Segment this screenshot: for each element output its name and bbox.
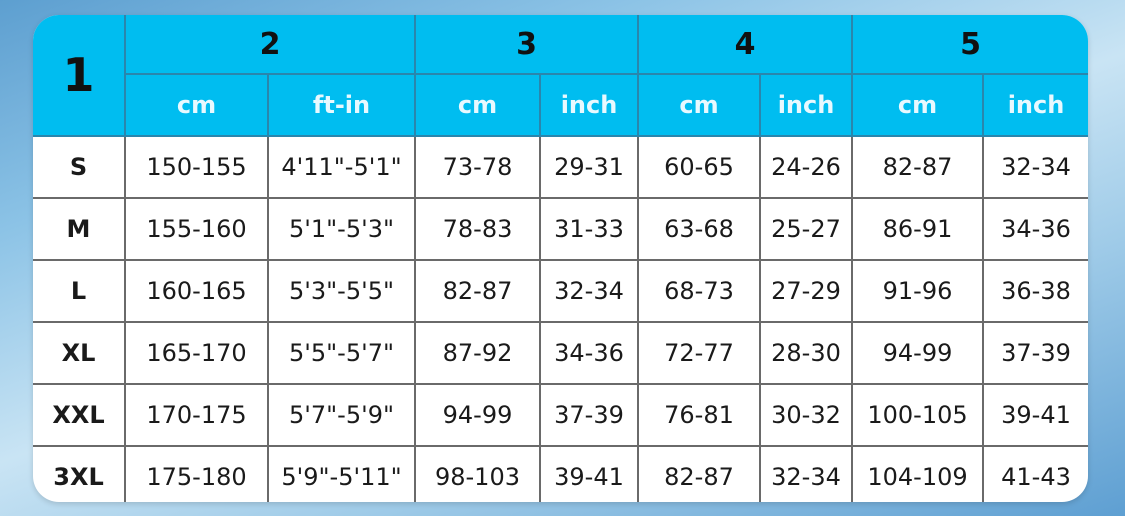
table-cell: 94-99 [414, 383, 541, 447]
table-cell: 82-87 [851, 135, 984, 199]
table-cell: 29-31 [539, 135, 639, 199]
table-cell: 68-73 [637, 259, 761, 323]
unit-header: inch [539, 73, 639, 137]
table-cell: 86-91 [851, 197, 984, 261]
table-cell: 94-99 [851, 321, 984, 385]
table-cell: 104-109 [851, 445, 984, 502]
table-cell: 31-33 [539, 197, 639, 261]
table-row: M 155-160 5'1"-5'3" 78-83 31-33 63-68 25-27 86-… [33, 197, 1088, 261]
table-row: L 160-165 5'3"-5'5" 82-87 32-34 68-73 27-29 91-… [33, 259, 1088, 323]
unit-header: cm [637, 73, 761, 137]
unit-header: inch [759, 73, 853, 137]
unit-header: cm [125, 73, 269, 137]
table-cell: 100-105 [851, 383, 984, 447]
size-table: 1 2 3 4 5 cm ft-in cm inch cm inch cm inch S 150… [33, 15, 1088, 502]
table-cell: 39-41 [982, 383, 1088, 447]
table-row: S 150-155 4'11"-5'1" 73-78 29-31 60-65 24-26 82… [33, 135, 1088, 199]
table-cell: 30-32 [759, 383, 853, 447]
table-row: XXL 170-175 5'7"-5'9" 94-99 37-39 76-81 30-32 1… [33, 383, 1088, 447]
unit-header: cm [414, 73, 541, 137]
group-header: 4 [637, 15, 853, 75]
size-chart: 1 2 3 4 5 cm ft-in cm inch cm inch cm inch S 150… [33, 15, 1088, 502]
table-cell: 170-175 [124, 383, 269, 447]
group-header: 2 [124, 15, 416, 75]
unit-header: ft-in [267, 73, 416, 137]
corner-header: 1 [33, 15, 126, 137]
table-cell: 165-170 [124, 321, 269, 385]
table-cell: 73-78 [414, 135, 541, 199]
size-label: 3XL [33, 445, 126, 502]
table-cell: 155-160 [124, 197, 269, 261]
table-cell: 34-36 [982, 197, 1088, 261]
table-cell: 160-165 [124, 259, 269, 323]
table-cell: 87-92 [414, 321, 541, 385]
table-cell: 72-77 [637, 321, 761, 385]
table-cell: 5'3"-5'5" [267, 259, 416, 323]
table-cell: 32-34 [982, 135, 1088, 199]
table-cell: 25-27 [759, 197, 853, 261]
size-label: M [33, 197, 126, 261]
unit-header: inch [982, 73, 1088, 137]
table-cell: 27-29 [759, 259, 853, 323]
table-cell: 32-34 [759, 445, 853, 502]
table-cell: 91-96 [851, 259, 984, 323]
table-cell: 63-68 [637, 197, 761, 261]
table-cell: 4'11"-5'1" [267, 135, 416, 199]
table-cell: 37-39 [982, 321, 1088, 385]
table-cell: 36-38 [982, 259, 1088, 323]
group-header-row: 1 2 3 4 5 [33, 15, 1088, 137]
table-cell: 82-87 [414, 259, 541, 323]
table-cell: 78-83 [414, 197, 541, 261]
size-label: XL [33, 321, 126, 385]
group-header: 3 [414, 15, 639, 75]
table-cell: 32-34 [539, 259, 639, 323]
table-cell: 37-39 [539, 383, 639, 447]
table-cell: 41-43 [982, 445, 1088, 502]
table-cell: 5'5"-5'7" [267, 321, 416, 385]
table-cell: 28-30 [759, 321, 853, 385]
table-cell: 150-155 [124, 135, 269, 199]
table-cell: 60-65 [637, 135, 761, 199]
unit-header: cm [851, 73, 984, 137]
table-cell: 76-81 [637, 383, 761, 447]
size-label: S [33, 135, 126, 199]
table-cell: 5'9"-5'11" [267, 445, 416, 502]
table-cell: 5'7"-5'9" [267, 383, 416, 447]
table-cell: 24-26 [759, 135, 853, 199]
group-header: 5 [851, 15, 1088, 75]
table-cell: 5'1"-5'3" [267, 197, 416, 261]
unit-header-row: cm ft-in cm inch cm inch cm inch [33, 73, 1088, 137]
size-label: XXL [33, 383, 126, 447]
size-label: L [33, 259, 126, 323]
table-row: XL 165-170 5'5"-5'7" 87-92 34-36 72-77 28-30 94… [33, 321, 1088, 385]
table-cell: 175-180 [124, 445, 269, 502]
table-row: 3XL 175-180 5'9"-5'11" 98-103 39-41 82-87 32-3… [33, 445, 1088, 502]
table-cell: 82-87 [637, 445, 761, 502]
table-cell: 39-41 [539, 445, 639, 502]
table-cell: 34-36 [539, 321, 639, 385]
table-cell: 98-103 [414, 445, 541, 502]
